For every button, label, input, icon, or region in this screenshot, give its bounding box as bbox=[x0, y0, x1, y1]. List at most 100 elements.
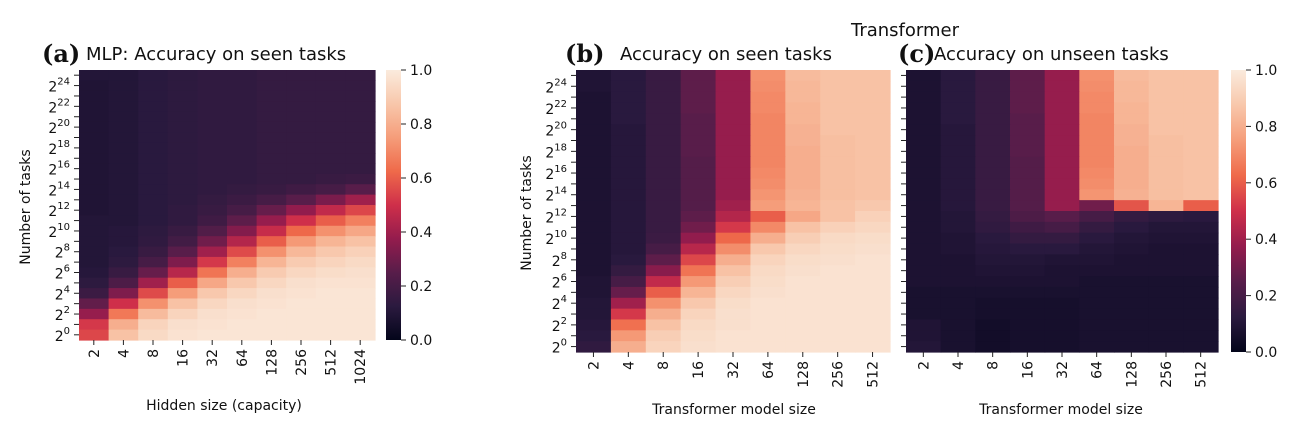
heatmap-cell-b-r18-c5 bbox=[750, 265, 786, 277]
heatmap-cell-b-r8-c8 bbox=[855, 156, 891, 169]
heatmap-cell-c-r14-c8 bbox=[1183, 221, 1219, 234]
heatmap-cell-a-r9-c3 bbox=[167, 163, 198, 175]
heatmap-cell-c-r1-c1 bbox=[940, 80, 976, 93]
heatmap-cell-b-r21-c8 bbox=[855, 297, 891, 310]
heatmap-cell-c-r6-c5 bbox=[1079, 135, 1115, 147]
heatmap-cell-b-r7-c6 bbox=[785, 145, 821, 158]
heatmap-cell-a-r19-c3 bbox=[167, 267, 198, 279]
heatmap-cell-b-r12-c5 bbox=[750, 200, 786, 212]
heatmap-cell-b-r4-c2 bbox=[645, 113, 682, 125]
heatmap-cell-b-r10-c6 bbox=[785, 178, 821, 190]
heatmap-cell-c-r11-c7 bbox=[1148, 189, 1184, 201]
heatmap-cell-b-r5-c8 bbox=[855, 124, 891, 136]
heatmap-cell-a-r23-c9 bbox=[345, 308, 376, 320]
heatmap-cell-a-r17-c3 bbox=[167, 246, 198, 258]
heatmap-cell-b-r25-c4 bbox=[715, 341, 752, 353]
heatmap-cell-a-r0-c0 bbox=[79, 70, 110, 81]
heatmap-cell-b-r6-c5 bbox=[750, 135, 786, 147]
y-tick-label-b-5: 214 bbox=[545, 186, 567, 205]
heatmap-cell-a-r7-c7 bbox=[286, 142, 317, 154]
heatmap-cell-a-r10-c3 bbox=[167, 173, 198, 185]
heatmap-cell-a-r22-c8 bbox=[315, 298, 346, 310]
heatmap-cell-c-r14-c1 bbox=[940, 221, 976, 234]
heatmap-cell-c-r10-c2 bbox=[975, 178, 1011, 190]
heatmap-cell-c-r3-c1 bbox=[940, 102, 976, 114]
heatmap-cell-c-r0-c6 bbox=[1114, 70, 1150, 82]
heatmap-cell-b-r25-c1 bbox=[610, 341, 647, 353]
heatmap-cell-c-r15-c5 bbox=[1079, 232, 1115, 245]
heatmap-cell-a-r2-c6 bbox=[256, 90, 287, 102]
x-tick-label-b-0: 2 bbox=[586, 361, 602, 370]
heatmap-cell-b-r5-c3 bbox=[680, 124, 717, 136]
heatmap-cell-b-r7-c3 bbox=[680, 145, 717, 158]
heatmap-cell-a-r0-c9 bbox=[345, 70, 376, 81]
heatmap-cell-a-r22-c9 bbox=[345, 298, 376, 310]
heatmap-cell-b-r22-c1 bbox=[610, 308, 647, 321]
heatmap-cell-b-r4-c7 bbox=[820, 113, 856, 125]
x-tick-label-b-1: 4 bbox=[621, 361, 637, 370]
heatmap-cell-a-r13-c9 bbox=[345, 205, 376, 216]
heatmap-cell-c-r17-c0 bbox=[906, 254, 942, 266]
x-tick-label-a-8: 512 bbox=[324, 349, 340, 376]
heatmap-cell-c-r23-c3 bbox=[1010, 319, 1046, 331]
x-tick-label-b-4: 32 bbox=[726, 361, 742, 379]
heatmap-cell-a-r13-c5 bbox=[227, 205, 258, 216]
heatmap-cell-a-r14-c7 bbox=[286, 215, 317, 227]
panel-a: (a) MLP: Accuracy on seen tasks 2 4 8 16 32 6… bbox=[18, 39, 432, 414]
heatmap-cell-a-r18-c8 bbox=[315, 256, 346, 268]
heatmap-cell-b-r24-c1 bbox=[610, 330, 647, 342]
heatmap-cell-c-r23-c7 bbox=[1148, 319, 1184, 331]
heatmap-cell-b-r24-c3 bbox=[680, 330, 717, 342]
heatmap-cell-a-r5-c8 bbox=[315, 121, 346, 133]
heatmap-cell-a-r21-c7 bbox=[286, 288, 317, 300]
heatmap-cell-a-r3-c7 bbox=[286, 101, 317, 113]
suptitle: Transformer bbox=[850, 20, 960, 41]
heatmap-cell-b-r8-c1 bbox=[610, 156, 647, 169]
heatmap-cell-c-r2-c6 bbox=[1114, 91, 1150, 104]
heatmap-cell-c-r13-c4 bbox=[1044, 211, 1080, 223]
heatmap-cell-b-r11-c8 bbox=[855, 189, 891, 201]
heatmap-cell-c-r2-c1 bbox=[940, 91, 976, 104]
heatmap-cell-a-r6-c6 bbox=[256, 132, 287, 144]
heatmap-cell-a-r8-c4 bbox=[197, 153, 228, 165]
heatmap-cell-c-r6-c6 bbox=[1114, 135, 1150, 147]
heatmap-cell-a-r4-c3 bbox=[167, 111, 198, 123]
heatmap-cell-a-r8-c1 bbox=[108, 153, 139, 165]
heatmap-cell-c-r20-c4 bbox=[1044, 286, 1080, 299]
panel-c-letter: (c) bbox=[898, 39, 935, 68]
heatmap-cell-b-r13-c6 bbox=[785, 211, 821, 223]
heatmap-cell-a-r17-c6 bbox=[256, 246, 287, 258]
heatmap-cell-b-r15-c1 bbox=[610, 232, 647, 245]
heatmap-cell-b-r18-c6 bbox=[785, 265, 821, 277]
x-tick-label-c-6: 128 bbox=[1124, 361, 1140, 388]
heatmap-cell-a-r20-c4 bbox=[197, 277, 228, 289]
heatmap-cell-c-r23-c4 bbox=[1044, 319, 1080, 331]
heatmap-cell-b-r0-c2 bbox=[645, 70, 682, 82]
heatmap-cell-a-r1-c1 bbox=[108, 80, 139, 92]
heatmap-cell-b-r4-c4 bbox=[715, 113, 752, 125]
heatmap-cell-b-r18-c1 bbox=[610, 265, 647, 277]
heatmap-cell-b-r12-c0 bbox=[576, 200, 612, 212]
heatmap-cell-a-r23-c4 bbox=[197, 308, 228, 320]
heatmap-cell-b-r17-c1 bbox=[610, 254, 647, 266]
heatmap-cell-b-r6-c1 bbox=[610, 135, 647, 147]
heatmap-cell-c-r20-c2 bbox=[975, 286, 1011, 299]
heatmap-cell-b-r24-c4 bbox=[715, 330, 752, 342]
heatmap-cell-b-r21-c4 bbox=[715, 297, 752, 310]
heatmap-cell-a-r7-c1 bbox=[108, 142, 139, 154]
xlabel-c: Transformer model size bbox=[978, 402, 1143, 418]
y-tick-label-b-12: 20 bbox=[552, 338, 567, 357]
heatmap-cell-a-r4-c1 bbox=[108, 111, 139, 123]
heatmap-cell-a-r14-c0 bbox=[79, 215, 110, 227]
heatmap-cell-c-r4-c8 bbox=[1183, 113, 1219, 125]
heatmap-cell-a-r19-c5 bbox=[227, 267, 258, 279]
heatmap-cell-c-r9-c0 bbox=[906, 167, 942, 180]
heatmap-cell-c-r3-c6 bbox=[1114, 102, 1150, 114]
heatmap-cell-c-r13-c8 bbox=[1183, 211, 1219, 223]
heatmap-cell-a-r23-c6 bbox=[256, 308, 287, 320]
heatmap-cell-a-r15-c7 bbox=[286, 225, 317, 237]
heatmap-cell-a-r15-c1 bbox=[108, 225, 139, 237]
heatmap-cell-c-r13-c6 bbox=[1114, 211, 1150, 223]
heatmap-cell-a-r0-c1 bbox=[108, 70, 139, 81]
